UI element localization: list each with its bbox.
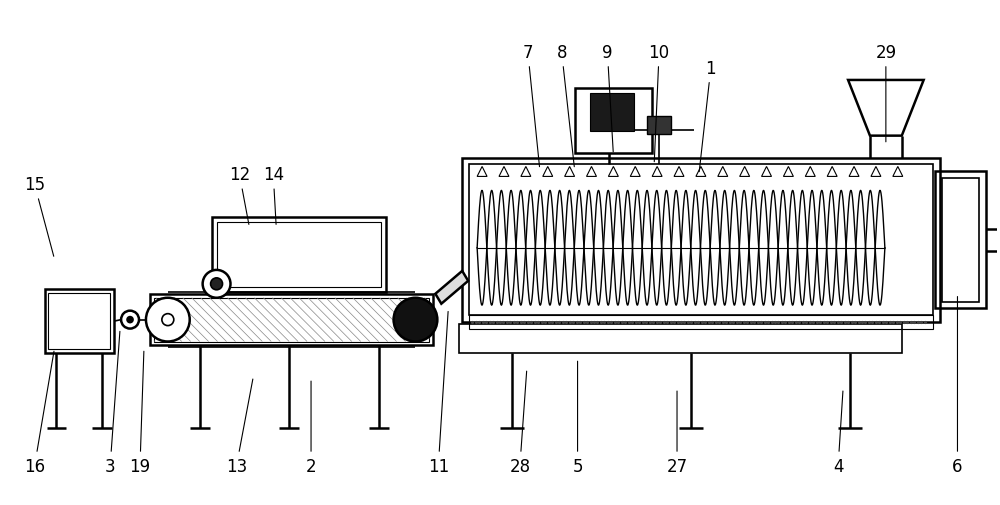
Polygon shape xyxy=(696,167,706,177)
Text: 8: 8 xyxy=(556,44,574,167)
Bar xyxy=(469,165,933,315)
Polygon shape xyxy=(630,167,640,177)
Polygon shape xyxy=(565,167,575,177)
Text: 5: 5 xyxy=(572,362,583,475)
Text: 15: 15 xyxy=(24,176,54,257)
Polygon shape xyxy=(435,271,468,304)
Bar xyxy=(154,298,429,342)
Text: 2: 2 xyxy=(306,381,316,475)
Polygon shape xyxy=(871,167,881,177)
Text: 16: 16 xyxy=(24,351,54,475)
Text: 6: 6 xyxy=(952,297,963,475)
Polygon shape xyxy=(674,167,684,177)
Polygon shape xyxy=(762,167,772,177)
Text: 1: 1 xyxy=(699,60,716,172)
Bar xyxy=(575,89,652,153)
Polygon shape xyxy=(477,167,487,177)
Polygon shape xyxy=(805,167,815,177)
Text: 11: 11 xyxy=(428,312,449,475)
Polygon shape xyxy=(587,167,596,177)
Bar xyxy=(45,289,114,353)
Polygon shape xyxy=(543,167,553,177)
Bar xyxy=(942,178,979,302)
Text: 10: 10 xyxy=(649,44,670,163)
Polygon shape xyxy=(499,167,509,177)
Bar xyxy=(590,94,634,131)
Text: 14: 14 xyxy=(263,166,284,225)
Polygon shape xyxy=(783,167,793,177)
Text: 28: 28 xyxy=(509,371,530,475)
Bar xyxy=(48,293,110,350)
Bar xyxy=(212,218,386,292)
Circle shape xyxy=(121,311,139,329)
Text: 4: 4 xyxy=(833,391,843,475)
Circle shape xyxy=(127,317,133,323)
Bar xyxy=(459,324,902,353)
Text: 13: 13 xyxy=(226,379,253,475)
Bar xyxy=(462,158,940,322)
Circle shape xyxy=(394,298,437,342)
Polygon shape xyxy=(849,167,859,177)
Text: 9: 9 xyxy=(602,44,613,153)
Text: 19: 19 xyxy=(129,351,151,475)
Circle shape xyxy=(211,278,223,290)
Text: 27: 27 xyxy=(666,391,688,475)
Polygon shape xyxy=(608,167,618,177)
Polygon shape xyxy=(740,167,750,177)
Bar xyxy=(217,223,381,287)
Bar xyxy=(150,294,433,346)
Polygon shape xyxy=(893,167,903,177)
Polygon shape xyxy=(848,81,924,136)
Text: 12: 12 xyxy=(229,166,250,225)
Bar xyxy=(935,171,986,309)
Polygon shape xyxy=(718,167,728,177)
Text: 29: 29 xyxy=(875,44,896,142)
Circle shape xyxy=(146,298,190,342)
Circle shape xyxy=(162,314,174,326)
Polygon shape xyxy=(521,167,531,177)
Text: 7: 7 xyxy=(523,44,539,167)
Bar xyxy=(647,117,671,134)
Polygon shape xyxy=(827,167,837,177)
Text: 3: 3 xyxy=(105,332,120,475)
Polygon shape xyxy=(652,167,662,177)
Bar xyxy=(469,315,933,329)
Circle shape xyxy=(203,270,230,298)
